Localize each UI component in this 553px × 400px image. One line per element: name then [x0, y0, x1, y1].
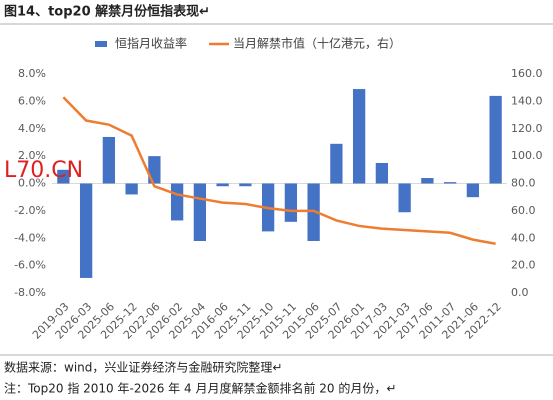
bar [352, 89, 366, 184]
bar [239, 183, 252, 187]
bar [330, 143, 343, 184]
bar [170, 183, 184, 221]
y2-tick-label: 20.0 [511, 259, 536, 272]
y-tick-label: -8.0% [14, 286, 46, 299]
bar [193, 183, 207, 241]
y-tick-label: 0.0% [18, 177, 46, 190]
y-tick-label: 2.0% [18, 149, 46, 162]
y-tick-label: -4.0% [14, 231, 46, 244]
y2-tick-label: 120.0 [511, 122, 543, 135]
legend-label: 当月解禁市值（十亿港元，右） [233, 36, 401, 51]
bar [79, 183, 93, 278]
y2-tick-label: 100.0 [511, 149, 543, 162]
y-tick-label: 4.0% [18, 122, 46, 135]
y-tick-label: -6.0% [14, 259, 46, 272]
source-note: 数据来源：wind，兴业证券经济与金融研究院整理↵ [4, 360, 282, 375]
bar [375, 162, 389, 184]
bar [216, 183, 229, 187]
legend-swatch [95, 41, 107, 47]
y-tick-label: -2.0% [14, 204, 46, 217]
bar [466, 183, 480, 198]
y2-tick-label: 60.0 [511, 204, 536, 217]
bar [125, 183, 138, 195]
bar [102, 136, 116, 184]
y2-tick-label: 160.0 [511, 67, 543, 80]
watermark-label: L70.CN [4, 158, 83, 183]
y2-tick-label: 80.0 [511, 177, 536, 190]
bar [398, 183, 411, 213]
bar [421, 178, 434, 184]
bar [443, 182, 457, 184]
footnote: 注：Top20 指 2010 年-2026 年 4 月月度解禁金额排名前 20 … [4, 381, 396, 396]
legend-label: 恒指月收益率 [115, 36, 187, 51]
y-tick-label: 6.0% [18, 94, 46, 107]
line [62, 96, 496, 245]
bar [307, 183, 320, 241]
bar [57, 169, 70, 184]
y2-tick-label: 0.0 [511, 286, 529, 299]
y-tick-label: 8.0% [18, 67, 46, 80]
y2-tick-label: 40.0 [511, 231, 536, 244]
bar [489, 95, 502, 184]
chart-title: 图14、top20 解禁月份恒指表现↵ [4, 4, 210, 20]
y2-tick-label: 140.0 [511, 94, 543, 107]
bar [284, 183, 298, 222]
